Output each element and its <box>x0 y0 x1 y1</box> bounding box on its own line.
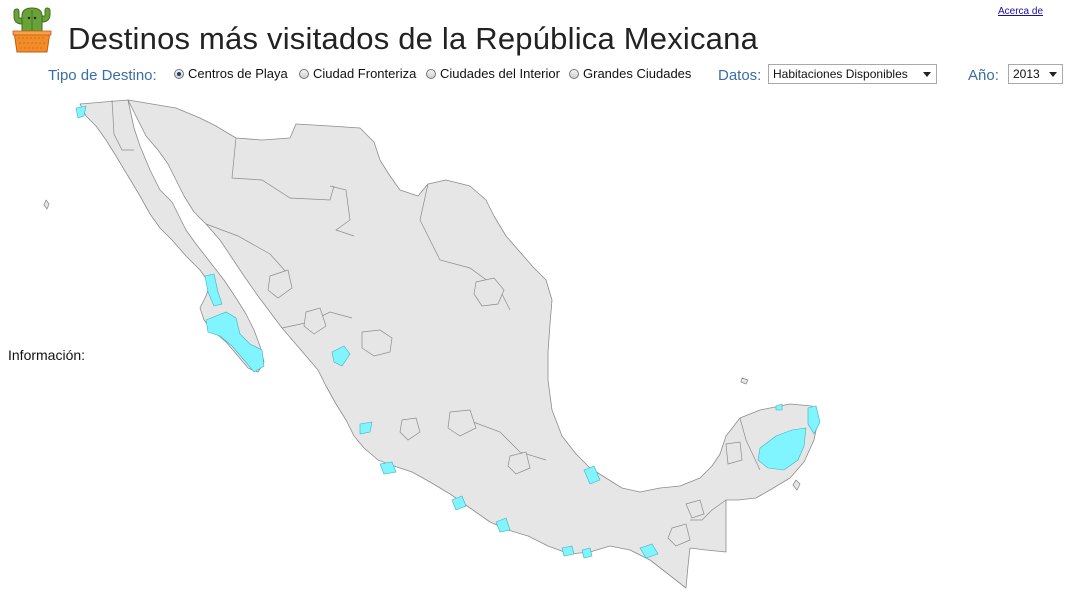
radio-centros-de-playa[interactable]: Centros de Playa <box>174 66 288 81</box>
municipality <box>303 307 327 335</box>
municipality <box>725 441 743 465</box>
highlight-region <box>757 427 807 471</box>
map-borders <box>111 99 761 521</box>
municipality <box>267 269 293 299</box>
radio-ciudad-fronteriza[interactable]: Ciudad Fronteriza <box>299 66 416 81</box>
municipality <box>667 523 691 547</box>
data-select-value: Habitaciones Disponibles <box>773 67 908 81</box>
highlight-region <box>379 461 397 475</box>
data-select[interactable]: Habitaciones Disponibles <box>768 64 937 84</box>
radio-grandes-ciudades[interactable]: Grandes Ciudades <box>569 66 691 81</box>
highlight-region <box>581 547 593 559</box>
map-municipalities <box>267 269 743 547</box>
highlight-region <box>775 403 783 411</box>
highlight-region <box>205 311 265 373</box>
year-select-value: 2013 <box>1013 67 1040 81</box>
highlight-region <box>331 345 351 367</box>
highlight-region <box>359 421 373 435</box>
radio-dot[interactable] <box>426 68 436 79</box>
island <box>740 377 749 385</box>
about-link[interactable]: Acerca de <box>998 6 1044 17</box>
year-select[interactable]: 2013 <box>1008 64 1063 84</box>
region-mainland <box>127 99 819 589</box>
highlight-region <box>204 273 223 307</box>
state-border <box>111 99 134 151</box>
radio-label: Ciudad Fronteriza <box>313 66 417 81</box>
municipality <box>399 417 421 441</box>
municipality <box>685 499 705 519</box>
destination-type-label: Tipo de Destino: <box>48 67 157 84</box>
highlight-region <box>807 405 821 435</box>
state-border <box>739 417 761 471</box>
radio-dot-selected[interactable] <box>174 68 184 79</box>
municipality <box>361 329 393 357</box>
info-label: Información: <box>8 347 86 363</box>
island <box>43 199 50 210</box>
map-highlights <box>75 105 821 559</box>
state-border <box>329 185 355 237</box>
highlight-region <box>451 495 467 511</box>
chevron-down-icon <box>923 72 931 77</box>
cactus-pot-icon <box>12 7 52 53</box>
highlight-region <box>561 545 575 557</box>
radio-ciudades-del-interior[interactable]: Ciudades del Interior <box>426 66 560 81</box>
state-border <box>205 223 289 275</box>
filter-controls: Tipo de Destino: Centros de Playa Ciudad… <box>0 64 1080 88</box>
municipality <box>507 451 531 475</box>
highlight-region <box>583 465 601 485</box>
year-label: Año: <box>968 67 999 84</box>
state-border <box>467 419 547 461</box>
radio-label: Grandes Ciudades <box>583 66 692 81</box>
municipality <box>447 409 477 437</box>
highlight-region <box>495 517 511 533</box>
municipality <box>473 277 505 307</box>
radio-label: Ciudades del Interior <box>440 66 560 81</box>
island <box>792 479 801 491</box>
chevron-down-icon <box>1049 72 1057 77</box>
data-label: Datos: <box>718 67 762 84</box>
mexico-map[interactable] <box>0 90 1080 607</box>
highlight-region <box>639 543 659 559</box>
highlight-region <box>75 105 87 119</box>
page-title: Destinos más visitados de la República M… <box>68 21 759 56</box>
radio-label: Centros de Playa <box>188 66 288 81</box>
radio-dot[interactable] <box>299 68 309 79</box>
radio-dot[interactable] <box>569 68 579 79</box>
state-border <box>231 137 335 201</box>
state-border <box>690 499 727 521</box>
